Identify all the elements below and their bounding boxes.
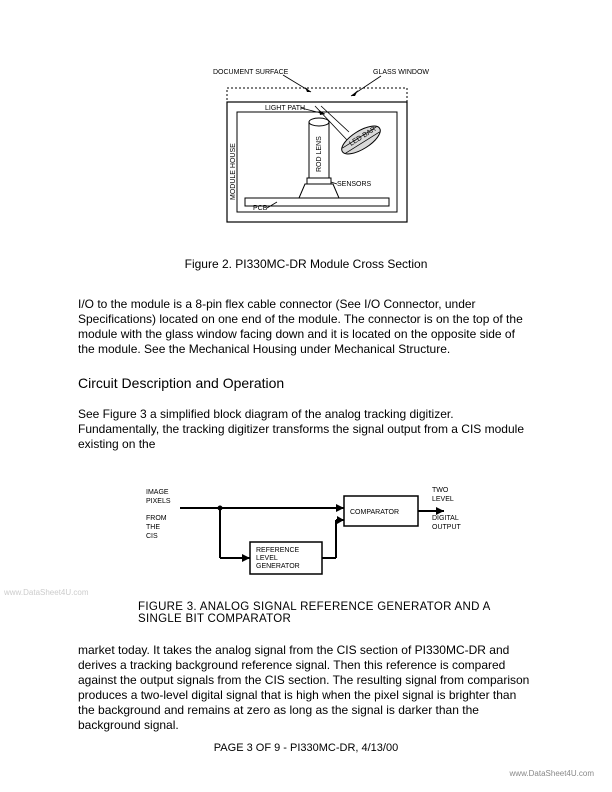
label-glass-window: GLASS WINDOW <box>373 69 429 76</box>
label-in5: CIS <box>146 533 158 540</box>
label-module-house: MODULE HOUSE <box>230 143 237 200</box>
label-in2: PIXELS <box>146 498 171 505</box>
label-ref3: GENERATOR <box>256 563 300 570</box>
label-light-path: LIGHT PATH <box>265 105 305 112</box>
figure2-container: DOCUMENT SURFACE GLASS WINDOW LIGHT PATH… <box>78 60 534 249</box>
label-in3: FROM <box>146 515 167 522</box>
label-pcb: PCB <box>253 205 268 212</box>
label-document-surface: DOCUMENT SURFACE <box>213 69 289 76</box>
paragraph-market: market today. It takes the analog signal… <box>78 643 534 733</box>
label-ref1: REFERENCE <box>256 547 300 554</box>
label-in4: THE <box>146 524 160 531</box>
figure3-container: REFERENCE LEVEL GENERATOR COMPARATOR IMA… <box>78 470 534 593</box>
figure2-caption: Figure 2. PI330MC-DR Module Cross Sectio… <box>78 257 534 271</box>
label-out2: LEVEL <box>432 496 454 503</box>
paragraph-io: I/O to the module is a 8-pin flex cable … <box>78 297 534 357</box>
label-sensors: SENSORS <box>337 181 372 188</box>
label-out3: DIGITAL <box>432 515 459 522</box>
section-heading: Circuit Description and Operation <box>78 375 534 391</box>
label-out4: OUTPUT <box>432 524 462 531</box>
label-ref2: LEVEL <box>256 555 278 562</box>
paragraph-see-fig3: See Figure 3 a simplified block diagram … <box>78 407 534 452</box>
watermark-left: www.DataSheet4U.com <box>4 588 88 597</box>
page-footer: PAGE 3 OF 9 - PI330MC-DR, 4/13/00 <box>0 742 612 754</box>
figure3-diagram: REFERENCE LEVEL GENERATOR COMPARATOR IMA… <box>126 470 486 590</box>
figure2-diagram: DOCUMENT SURFACE GLASS WINDOW LIGHT PATH… <box>151 60 461 246</box>
watermark-right: www.DataSheet4U.com <box>510 769 594 778</box>
figure3-caption: FIGURE 3. ANALOG SIGNAL REFERENCE GENERA… <box>138 601 534 625</box>
label-out1: TWO <box>432 487 449 494</box>
label-comparator: COMPARATOR <box>350 509 399 516</box>
label-in1: IMAGE <box>146 489 169 496</box>
label-rod-lens: ROD LENS <box>316 136 323 172</box>
